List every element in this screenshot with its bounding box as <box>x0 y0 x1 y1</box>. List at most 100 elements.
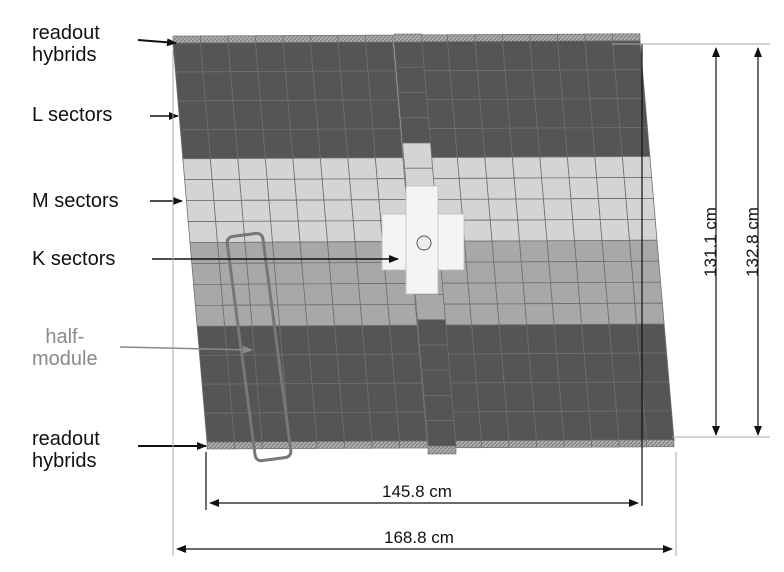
sector-cell <box>237 158 268 180</box>
sector-cell <box>564 127 596 158</box>
sector-cell <box>204 412 235 443</box>
sector-cell <box>242 220 273 243</box>
sector-cell <box>641 381 672 412</box>
sector-cell <box>352 220 383 243</box>
sector-cell <box>532 69 563 100</box>
sector-cell <box>295 199 327 222</box>
readout-hybrid-top <box>502 34 531 42</box>
sector-cell <box>479 98 511 129</box>
sector-column <box>200 35 263 450</box>
sector-cell <box>429 157 460 179</box>
sector-cell <box>561 98 593 129</box>
readout-hybrid-center-bottom <box>427 445 457 455</box>
sector-cell <box>419 41 451 72</box>
sector-cell <box>605 281 636 304</box>
readout-hybrid-bottom <box>234 441 263 450</box>
sector-cell <box>451 411 482 442</box>
sector-cell <box>266 178 297 201</box>
sector-cell <box>347 157 378 180</box>
sector-cell <box>272 241 303 264</box>
sector-cell <box>506 411 537 441</box>
sector-cell <box>334 325 366 355</box>
sector-cell <box>309 354 341 385</box>
sector-cell <box>179 129 211 160</box>
sector-cell <box>623 177 654 199</box>
sector-columns <box>172 33 675 450</box>
sector-cell <box>513 177 544 200</box>
sector-cell <box>396 411 428 442</box>
readout-hybrid-center-top <box>393 33 423 43</box>
sector-cell <box>289 128 321 159</box>
sector-cell <box>501 353 533 384</box>
readout-hybrid-bottom <box>508 440 537 448</box>
readout-hybrid-top <box>612 33 641 42</box>
sector-cell <box>559 69 591 100</box>
sector-cell <box>275 283 306 306</box>
sector-cell <box>391 353 423 384</box>
sector-cell <box>246 262 277 285</box>
sector-cell <box>213 200 244 222</box>
sector-cell <box>358 283 389 305</box>
sector-cell <box>349 178 380 201</box>
sector-cell <box>557 40 588 71</box>
sector-cell <box>239 178 270 201</box>
sector-cell <box>449 70 481 100</box>
sector-cell <box>234 129 266 159</box>
readout-hybrid-top <box>337 34 366 43</box>
sector-cell <box>209 158 241 180</box>
readout-hybrid-bottom <box>536 440 565 448</box>
sector-cell <box>611 352 643 383</box>
sector-cell <box>281 354 313 385</box>
sector-cell <box>204 100 236 131</box>
sector-cell <box>244 241 275 264</box>
sector-cell <box>561 410 592 441</box>
readout-hybrid-bottom <box>344 441 373 449</box>
sector-cell <box>440 282 471 305</box>
sector-cell <box>519 240 550 263</box>
central-cell <box>402 142 434 169</box>
sector-cell <box>589 98 621 129</box>
sector-cell <box>597 198 629 220</box>
sector-cell <box>579 303 610 325</box>
sector-column <box>447 34 510 448</box>
sector-cell <box>536 127 568 158</box>
outer-height-dimension: 132.8 cm <box>743 207 762 277</box>
readout-hybrid-bottom <box>646 439 675 448</box>
readout-hybrid-top <box>447 34 476 42</box>
sector-cell <box>460 198 491 221</box>
sector-cell <box>489 219 520 242</box>
sector-cell <box>531 382 562 412</box>
sector-cell <box>496 303 528 326</box>
sector-column <box>529 33 592 448</box>
sector-cell <box>504 69 536 100</box>
readout-hybrid-bottom <box>591 439 620 448</box>
sector-cell <box>629 239 660 262</box>
readout-hybrid-bottom <box>289 441 318 449</box>
sector-cell <box>294 178 325 201</box>
readout-hybrid-bottom <box>261 441 290 450</box>
sector-cell <box>194 304 226 327</box>
sector-cell <box>596 177 627 199</box>
sector-cell <box>340 70 371 101</box>
sector-cell <box>636 323 668 354</box>
central-cell <box>419 344 451 371</box>
sector-cell <box>586 381 617 412</box>
sector-cell <box>603 261 634 283</box>
sector-cell <box>369 411 400 442</box>
sector-cell <box>511 156 543 179</box>
sector-cell <box>451 99 483 129</box>
sector-cell <box>524 303 555 326</box>
sector-cell <box>572 219 603 241</box>
sector-cell <box>394 382 425 413</box>
sector-cell <box>332 304 363 327</box>
m-sectors-label: M sectors <box>32 190 119 212</box>
central-cell <box>421 369 453 396</box>
sector-cell <box>471 324 503 355</box>
sector-cell <box>199 354 231 385</box>
readout-hybrid-top <box>557 33 586 42</box>
readout-hybrid-top <box>255 35 284 43</box>
sector-cell <box>201 383 233 414</box>
sector-cell <box>608 323 640 354</box>
sector-cell <box>441 303 473 326</box>
